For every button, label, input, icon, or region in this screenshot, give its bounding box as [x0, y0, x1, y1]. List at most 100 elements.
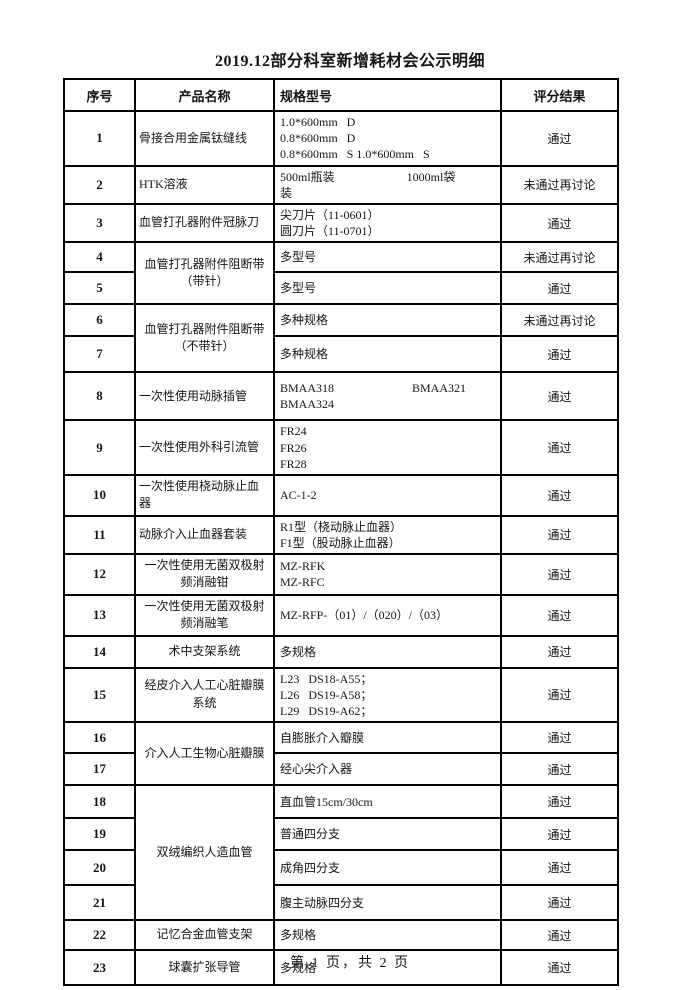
cell-product-name: 一次性使用无菌双极射频消融钳	[134, 553, 275, 596]
cell-no: 18	[63, 784, 136, 820]
cell-spec: 成角四分支	[273, 849, 502, 887]
cell-spec: 多规格	[273, 919, 502, 952]
cell-product-name: 血管打孔器附件阻断带（不带针）	[134, 303, 275, 374]
cell-no: 19	[63, 817, 136, 852]
cell-result: 通过	[500, 784, 619, 820]
cell-no: 17	[63, 752, 136, 787]
table-row: 15 经皮介入人工心脏瓣膜系统 L23 DS18-A55； L26 DS19-A…	[63, 666, 619, 724]
cell-no: 14	[63, 634, 136, 669]
cell-no: 3	[63, 202, 136, 244]
cell-spec: FR24 FR26 FR28	[273, 419, 502, 476]
table-row: 23 球囊扩张导管 多规格 通过	[63, 949, 619, 987]
cell-product-name: 动脉介入止血器套装	[134, 514, 275, 556]
cell-no: 20	[63, 849, 136, 887]
cell-no: 10	[63, 473, 136, 517]
cell-no: 7	[63, 335, 136, 374]
cell-spec: 500ml瓶装 1000ml袋 装	[273, 164, 502, 205]
cell-result: 通过	[500, 949, 619, 987]
cell-result: 通过	[500, 919, 619, 952]
cell-no: 12	[63, 553, 136, 596]
table-row: 9 一次性使用外科引流管 FR24 FR26 FR28 通过	[63, 419, 619, 476]
cell-no: 2	[63, 164, 136, 205]
cell-no: 15	[63, 666, 136, 724]
cell-product-name: 一次性使用外科引流管	[134, 419, 275, 476]
table-row: 1 骨接合用金属钛缝线 1.0*600mm D 0.8*600mm D 0.8*…	[63, 110, 619, 167]
cell-spec: 1.0*600mm D 0.8*600mm D 0.8*600mm S 1.0*…	[273, 110, 502, 167]
cell-spec: 多规格	[273, 949, 502, 987]
table-row: 18 双绒编织人造血管 直血管15cm/30cm 通过	[63, 784, 619, 922]
materials-table: 序号 产品名称 规格型号 评分结果 1 骨接合用金属钛缝线 1.0*600mm …	[63, 78, 619, 987]
cell-spec: 自膨胀介入瓣膜	[273, 721, 502, 755]
cell-result: 通过	[500, 553, 619, 596]
cell-product-name: HTK溶液	[134, 164, 275, 205]
cell-result: 通过	[500, 202, 619, 244]
cell-result: 未通过再讨论	[500, 303, 619, 338]
table-row: 3 血管打孔器附件冠脉刀 尖刀片（11-0601） 圆刀片（11-0701） 通…	[63, 202, 619, 244]
cell-spec: MZ-RFK MZ-RFC	[273, 553, 502, 596]
cell-spec: 腹主动脉四分支	[273, 884, 502, 922]
cell-spec: 多型号	[273, 271, 502, 306]
cell-no: 4	[63, 241, 136, 274]
cell-result: 通过	[500, 514, 619, 556]
cell-product-name: 球囊扩张导管	[134, 949, 275, 987]
page-number: 第 1 页，共 2 页	[290, 956, 410, 971]
cell-no: 11	[63, 514, 136, 556]
cell-product-name: 一次性使用无菌双极射频消融笔	[134, 593, 275, 637]
table-row: 7 多种规格 通过	[63, 335, 619, 374]
column-header-result: 评分结果	[500, 78, 619, 112]
cell-spec: 多种规格	[273, 303, 502, 338]
cell-result: 通过	[500, 666, 619, 724]
cell-product-name: 介入人工生物心脏瓣膜	[134, 721, 275, 787]
cell-no: 5	[63, 271, 136, 306]
cell-product-name: 双绒编织人造血管	[134, 784, 275, 922]
cell-result: 未通过再讨论	[500, 241, 619, 274]
table-row: 5 多型号 通过	[63, 271, 619, 306]
cell-spec: AC-1-2	[273, 473, 502, 517]
cell-product-name: 一次性使用动脉插管	[134, 371, 275, 422]
cell-spec: BMAA318 BMAA321 BMAA324	[273, 371, 502, 422]
page-title: 2019.12部分科室新增耗材会公示明细	[214, 53, 485, 70]
table-row: 16 介入人工生物心脏瓣膜 自膨胀介入瓣膜 通过	[63, 721, 619, 787]
table-row: 20 成角四分支 通过	[63, 849, 619, 887]
cell-result: 未通过再讨论	[500, 164, 619, 205]
cell-spec: 多种规格	[273, 335, 502, 374]
table-row: 4 血管打孔器附件阻断带（带针） 多型号 未通过再讨论	[63, 241, 619, 306]
cell-product-name: 经皮介入人工心脏瓣膜系统	[134, 666, 275, 724]
cell-product-name: 术中支架系统	[134, 634, 275, 669]
cell-no: 6	[63, 303, 136, 338]
table-row: 10 一次性使用桡动脉止血器 AC-1-2 通过	[63, 473, 619, 517]
table-row: 19 普通四分支 通过	[63, 817, 619, 852]
cell-spec: 直血管15cm/30cm	[273, 784, 502, 820]
cell-result: 通过	[500, 473, 619, 517]
cell-spec: 尖刀片（11-0601） 圆刀片（11-0701）	[273, 202, 502, 244]
table-row: 14 术中支架系统 多规格 通过	[63, 634, 619, 669]
cell-result: 通过	[500, 593, 619, 637]
cell-spec: 多型号	[273, 241, 502, 274]
cell-result: 通过	[500, 849, 619, 887]
cell-no: 22	[63, 919, 136, 952]
table-row: 22 记忆合金血管支架 多规格 通过	[63, 919, 619, 952]
cell-result: 通过	[500, 884, 619, 922]
cell-result: 通过	[500, 271, 619, 306]
cell-result: 通过	[500, 371, 619, 422]
table-row: 13 一次性使用无菌双极射频消融笔 MZ-RFP-（01）/（020）/（03）…	[63, 593, 619, 637]
cell-no: 16	[63, 721, 136, 755]
cell-spec: 经心尖介入器	[273, 752, 502, 787]
cell-no: 21	[63, 884, 136, 922]
cell-product-name: 记忆合金血管支架	[134, 919, 275, 952]
cell-no: 13	[63, 593, 136, 637]
column-header-product-name: 产品名称	[134, 78, 275, 112]
column-header-spec: 规格型号	[273, 78, 502, 112]
cell-no: 1	[63, 110, 136, 167]
cell-spec: 普通四分支	[273, 817, 502, 852]
cell-spec: MZ-RFP-（01）/（020）/（03）	[273, 593, 502, 637]
cell-spec: 多规格	[273, 634, 502, 669]
cell-result: 通过	[500, 721, 619, 755]
cell-result: 通过	[500, 634, 619, 669]
cell-result: 通过	[500, 110, 619, 167]
table-row: 11 动脉介入止血器套装 R1型（桡动脉止血器） F1型（股动脉止血器） 通过	[63, 514, 619, 556]
header-row: 序号 产品名称 规格型号 评分结果	[63, 78, 619, 112]
table-row: 6 血管打孔器附件阻断带（不带针） 多种规格 未通过再讨论	[63, 303, 619, 374]
cell-result: 通过	[500, 335, 619, 374]
